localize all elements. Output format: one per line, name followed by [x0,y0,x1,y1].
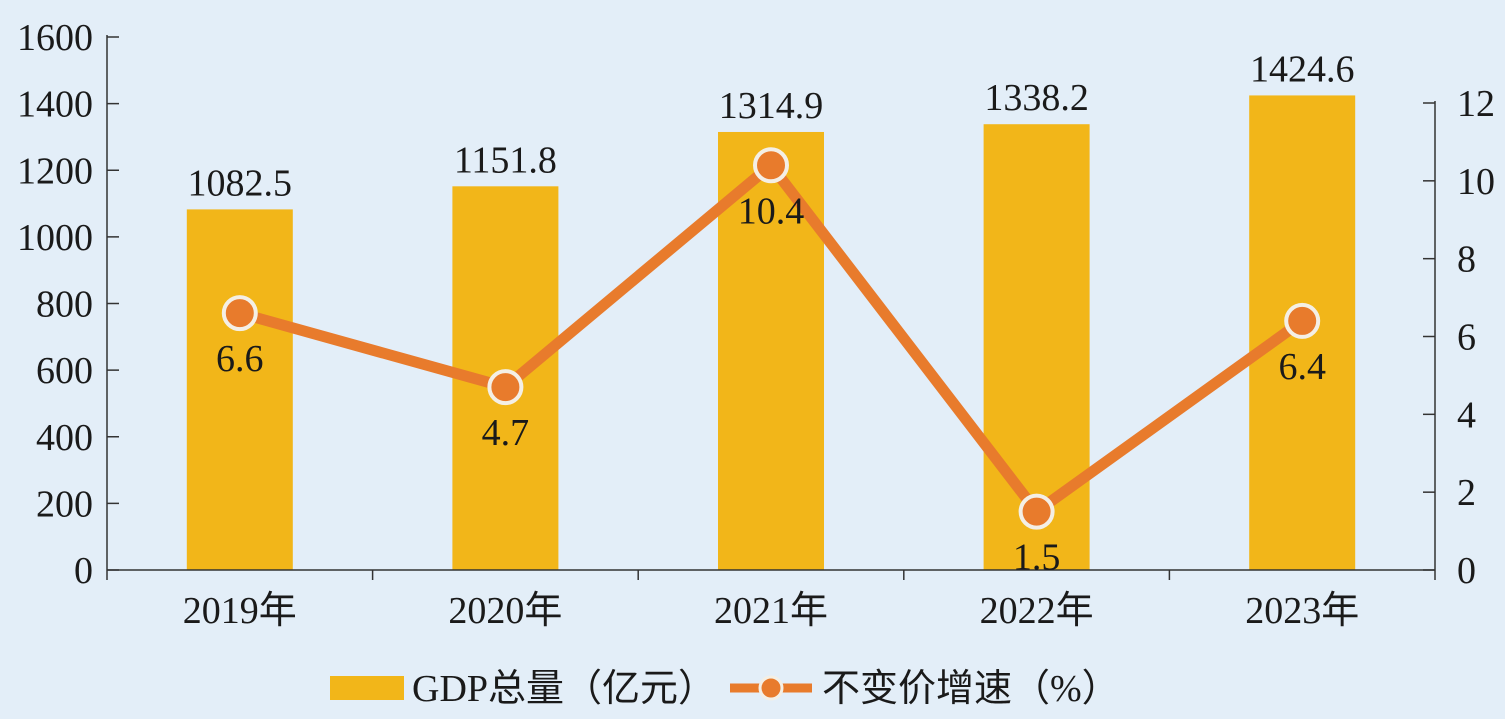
y-left-tick-label-6: 1200 [17,150,93,192]
bar-0 [186,209,293,570]
bar-value-label-2: 1314.9 [719,85,824,127]
y-left-tick-label-1: 200 [36,483,93,525]
line-layer [221,147,1321,530]
bar-value-label-4: 1424.6 [1250,48,1355,90]
y-left-tick-label-3: 600 [36,350,93,392]
y-right-tick-label-3: 6 [1457,317,1476,359]
x-tick-label-2: 2021年 [714,590,828,632]
growth-value-label-1: 4.7 [482,412,530,454]
bar-value-label-1: 1151.8 [454,139,557,181]
legend-bar-label: GDP总量（亿元） [412,668,716,710]
legend: GDP总量（亿元） 不变价增速（%） [330,668,1120,710]
axes-layer: 0 200 400 600 800 1000 1200 1400 1600 0 2 4 6 8 10 12 20… [17,17,1495,632]
bar-value-label-3: 1338.2 [984,77,1089,119]
growth-value-label-3: 1.5 [1013,537,1061,579]
x-tick-label-1: 2020年 [448,590,562,632]
labels-layer: 1082.5 1151.8 1314.9 1338.2 1424.6 6.6 4.7 10.4… [188,48,1355,578]
y-right-tick-label-4: 8 [1457,239,1476,281]
bar-value-label-0: 1082.5 [188,162,293,204]
x-tick-label-0: 2019年 [183,590,297,632]
y-left-tick-label-8: 1600 [17,17,93,59]
growth-value-label-2: 10.4 [738,190,805,232]
growth-point-4 [1284,302,1321,339]
y-left-tick-label-0: 0 [74,550,93,592]
y-left-tick-label-2: 400 [36,417,93,459]
growth-point-3 [1018,493,1055,530]
growth-point-2 [753,147,789,184]
y-left-tick-label-4: 800 [36,284,93,326]
y-right-tick-label-5: 10 [1457,161,1495,203]
x-tick-label-3: 2022年 [980,590,1094,632]
growth-value-label-0: 6.6 [216,338,264,380]
y-right-tick-label-0: 0 [1457,550,1476,592]
legend-line-label: 不变价增速（%） [822,668,1120,710]
x-tick-label-4: 2023年 [1245,590,1359,632]
y-right-tick-label-6: 12 [1457,83,1495,125]
legend-bar-swatch [330,676,404,700]
y-right-tick-label-2: 4 [1457,394,1476,436]
y-left-tick-label-7: 1400 [17,84,93,126]
y-left-tick-label-5: 1000 [17,217,93,259]
growth-point-1 [487,369,524,406]
growth-value-label-4: 6.4 [1278,346,1326,388]
growth-point-0 [221,295,258,332]
legend-line-marker [758,675,784,701]
y-right-tick-label-1: 2 [1457,472,1476,514]
